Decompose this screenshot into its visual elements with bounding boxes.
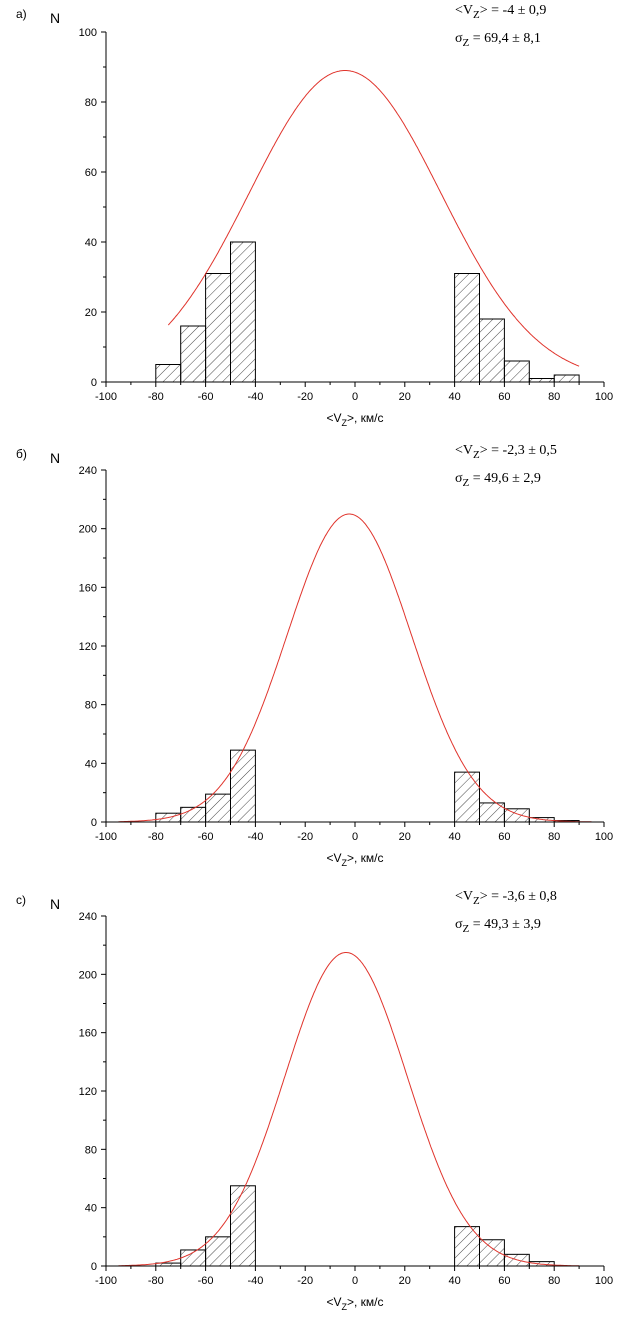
y-tick-label: 60 <box>85 167 97 179</box>
y-tick-label: 40 <box>85 1203 97 1215</box>
x-tick-label: -80 <box>148 1275 164 1287</box>
y-tick-label: 160 <box>79 1028 97 1040</box>
x-tick-label: 40 <box>448 1275 460 1287</box>
y-tick-label: 100 <box>79 27 97 39</box>
x-tick-label: 20 <box>399 831 411 843</box>
x-axis-label: <VZ>, км/с <box>326 851 383 868</box>
histogram-bar <box>553 374 580 383</box>
fit-annotation: <VZ> = -4 ± 0,9 <box>455 3 546 21</box>
x-tick-label: -60 <box>198 391 214 403</box>
y-tick-label: 160 <box>79 582 97 594</box>
x-tick-label: -20 <box>297 391 313 403</box>
fit-annotation: σZ = 69,4 ± 8,1 <box>455 31 541 49</box>
y-tick-label: 200 <box>79 524 97 536</box>
x-tick-label: 100 <box>595 1275 613 1287</box>
histogram-bar <box>205 793 232 823</box>
y-tick-label: 0 <box>91 1261 97 1273</box>
y-tick-label: 20 <box>85 307 97 319</box>
x-tick-label: -20 <box>297 1275 313 1287</box>
x-tick-label: 80 <box>548 1275 560 1287</box>
histogram-bar <box>479 318 505 383</box>
x-tick-label: -20 <box>297 831 313 843</box>
y-tick-label: 0 <box>91 817 97 829</box>
y-tick-label: 80 <box>85 97 97 109</box>
histogram-bar <box>454 273 481 383</box>
x-axis-label: <VZ>, км/с <box>326 411 383 428</box>
x-tick-label: -100 <box>95 1275 117 1287</box>
x-axis-label: <VZ>, км/с <box>326 1295 383 1312</box>
histogram-bar <box>528 378 555 383</box>
panel-label: б) <box>16 447 27 461</box>
x-tick-label: -60 <box>198 831 214 843</box>
x-tick-label: 80 <box>548 831 560 843</box>
x-tick-label: -80 <box>148 391 164 403</box>
histogram-bar <box>503 808 530 823</box>
histogram-bar <box>230 749 256 823</box>
y-tick-label: 200 <box>79 969 97 981</box>
x-tick-label: -40 <box>247 391 263 403</box>
x-tick-label: -40 <box>247 831 263 843</box>
x-tick-label: 60 <box>498 1275 510 1287</box>
histogram-bar <box>205 1236 232 1267</box>
histogram-bar <box>454 771 481 823</box>
histogram-panel-1: -100 -80 -60 -40 -20 0 20 40 60 80 100 0 20 40 60 80 100… <box>16 3 613 428</box>
y-axis-label: N <box>50 450 60 466</box>
x-tick-label: 20 <box>399 391 411 403</box>
histogram-bar <box>180 325 207 383</box>
y-tick-label: 40 <box>85 758 97 770</box>
x-tick-label: 100 <box>595 831 613 843</box>
histogram-bar <box>155 364 182 383</box>
x-tick-label: -40 <box>247 1275 263 1287</box>
y-tick-label: 120 <box>79 1086 97 1098</box>
histogram-bar <box>205 273 232 383</box>
y-tick-label: 240 <box>79 911 97 923</box>
x-tick-label: 80 <box>548 391 560 403</box>
y-tick-label: 80 <box>85 700 97 712</box>
x-tick-label: -80 <box>148 831 164 843</box>
gaussian-fit-curve <box>118 513 592 823</box>
fit-annotation: σZ = 49,6 ± 2,9 <box>455 471 541 489</box>
histogram-bar <box>230 241 256 383</box>
x-tick-label: -60 <box>198 1275 214 1287</box>
y-tick-label: 240 <box>79 465 97 477</box>
x-tick-label: 0 <box>352 1275 358 1287</box>
y-tick-label: 80 <box>85 1144 97 1156</box>
x-tick-label: 0 <box>352 831 358 843</box>
x-tick-label: 100 <box>595 391 613 403</box>
x-tick-label: 60 <box>498 831 510 843</box>
histogram-panel-3: -100 -80 -60 -40 -20 0 20 40 60 80 100 0 40 80 120 160 2… <box>16 889 613 1312</box>
x-tick-label: -100 <box>95 391 117 403</box>
x-tick-label: 60 <box>498 391 510 403</box>
gaussian-fit-curve <box>118 952 580 1267</box>
histogram-bar <box>503 360 530 383</box>
panel-label: с) <box>16 893 26 907</box>
fit-annotation: <VZ> = -3,6 ± 0,8 <box>455 889 557 907</box>
y-axis-label: N <box>50 10 60 26</box>
fit-annotation: σZ = 49,3 ± 3,9 <box>455 917 541 935</box>
histogram-panel-2: -100 -80 -60 -40 -20 0 20 40 60 80 100 0 40 80 120 160 2… <box>16 443 613 868</box>
gaussian-fit-curve <box>167 70 580 367</box>
y-tick-label: 40 <box>85 237 97 249</box>
y-tick-label: 0 <box>91 377 97 389</box>
y-axis-label: N <box>50 896 60 912</box>
x-tick-label: 20 <box>399 1275 411 1287</box>
x-tick-label: 40 <box>448 831 460 843</box>
y-tick-label: 120 <box>79 641 97 653</box>
x-tick-label: 0 <box>352 391 358 403</box>
histogram-bar <box>230 1185 256 1267</box>
fit-annotation: <VZ> = -2,3 ± 0,5 <box>455 443 557 461</box>
x-tick-label: 40 <box>448 391 460 403</box>
panel-label: а) <box>16 7 27 21</box>
histogram-bar <box>180 806 207 823</box>
x-tick-label: -100 <box>95 831 117 843</box>
